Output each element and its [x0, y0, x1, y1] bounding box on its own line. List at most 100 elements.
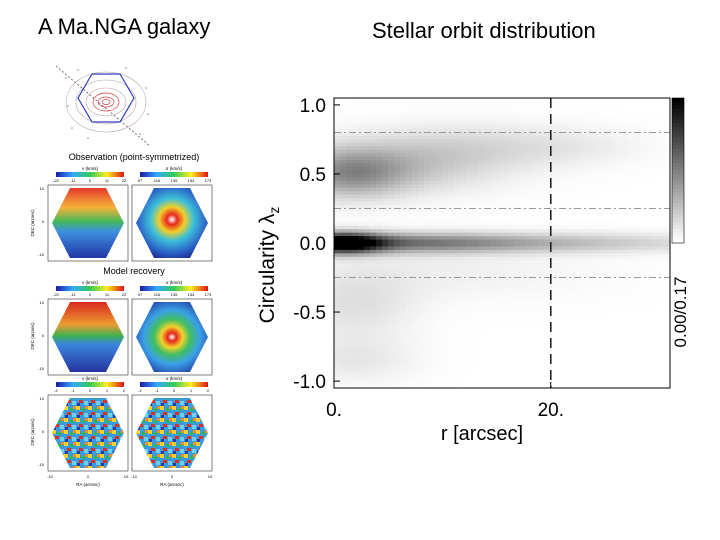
heatmap-cell: [364, 350, 371, 355]
heatmap-cell: [358, 249, 365, 254]
heatmap-cell: [520, 343, 527, 348]
heatmap-cell: [376, 108, 383, 113]
heatmap-cell: [388, 256, 395, 261]
heatmap-cell: [622, 363, 629, 368]
heatmap-cell: [622, 184, 629, 189]
heatmap-cell: [334, 239, 341, 244]
heatmap-cell: [526, 246, 533, 251]
heatmap-cell: [508, 284, 515, 289]
heatmap-cell: [520, 153, 527, 158]
heatmap-cell: [424, 256, 431, 261]
heatmap-cell: [664, 267, 671, 272]
heatmap-cell: [406, 222, 413, 227]
heatmap-cell: [538, 135, 545, 141]
heatmap-cell: [568, 381, 575, 386]
heatmap-cell: [358, 336, 365, 341]
heatmap-cell: [460, 277, 467, 282]
heatmap-cell: [370, 301, 377, 306]
heatmap-cell: [616, 236, 623, 241]
heatmap-cell: [622, 108, 629, 113]
colorbar-step: [672, 112, 684, 117]
heatmap-cell: [466, 270, 473, 275]
heatmap-cell: [466, 142, 473, 147]
heatmap-cell: [580, 170, 587, 175]
heatmap-cell: [400, 215, 407, 220]
heatmap-cell: [502, 322, 509, 327]
heatmap-cell: [502, 135, 509, 141]
heatmap-cell: [508, 277, 515, 282]
heatmap-cell: [496, 336, 503, 341]
heatmap-cell: [430, 381, 437, 386]
svg-text:-10: -10: [47, 474, 54, 479]
heatmap-cell: [358, 267, 365, 272]
heatmap-cell: [442, 132, 449, 137]
heatmap-cell: [526, 153, 533, 158]
heatmap-cell: [412, 229, 419, 234]
heatmap-cell: [424, 284, 431, 289]
heatmap-cell: [526, 384, 533, 389]
heatmap-cell: [382, 104, 389, 109]
heatmap-cell: [622, 291, 629, 296]
heatmap-cell: [490, 222, 497, 227]
heatmap-cell: [340, 336, 347, 341]
heatmap-cell: [628, 139, 635, 144]
heatmap-cell: [616, 191, 623, 196]
heatmap-cell: [388, 301, 395, 306]
heatmap-cell: [394, 280, 401, 286]
heatmap-cell: [430, 222, 437, 227]
heatmap-cell: [538, 377, 545, 382]
heatmap-cell: [544, 115, 551, 120]
heatmap-cell: [532, 274, 539, 279]
heatmap-cell: [520, 249, 527, 254]
heatmap-cell: [412, 301, 419, 306]
heatmap-cell: [340, 332, 347, 337]
heatmap-cell: [424, 298, 431, 303]
heatmap-cell: [556, 336, 563, 341]
heatmap-cell: [412, 139, 419, 144]
heatmap-cell: [586, 215, 593, 220]
heatmap-cell: [580, 125, 587, 130]
heatmap-cell: [640, 229, 647, 234]
heatmap-cell: [610, 142, 617, 147]
heatmap-cell: [568, 356, 575, 361]
heatmap-cell: [334, 343, 341, 348]
heatmap-cell: [580, 298, 587, 303]
heatmap-cell: [502, 291, 509, 296]
heatmap-cell: [346, 211, 353, 216]
heatmap-cell: [568, 350, 575, 355]
heatmap-cell: [550, 170, 557, 175]
heatmap-cell: [448, 156, 455, 161]
heatmap-cell: [538, 356, 545, 361]
heatmap-cell: [532, 104, 539, 109]
heatmap-cell: [520, 108, 527, 113]
heatmap-cell: [586, 205, 593, 210]
heatmap-cell: [622, 180, 629, 185]
heatmap-cell: [598, 118, 605, 123]
heatmap-cell: [622, 239, 629, 244]
heatmap-cell: [346, 194, 353, 199]
heatmap-cell: [544, 374, 551, 379]
heatmap-cell: [430, 363, 437, 368]
heatmap-cell: [640, 350, 647, 355]
heatmap-cell: [514, 135, 521, 141]
heatmap-cell: [604, 111, 611, 116]
heatmap-cell: [634, 381, 641, 386]
heatmap-cell: [502, 381, 509, 386]
heatmap-cell: [412, 205, 419, 210]
heatmap-cell: [394, 229, 401, 234]
heatmap-cell: [658, 249, 665, 254]
heatmap-cell: [490, 205, 497, 210]
heatmap-cell: [412, 236, 419, 241]
heatmap-cell: [568, 284, 575, 289]
heatmap-cell: [646, 305, 653, 310]
heatmap-cell: [628, 267, 635, 272]
heatmap-cell: [406, 184, 413, 189]
heatmap-cell: [532, 315, 539, 320]
heatmap-cell: [460, 180, 467, 185]
heatmap-cell: [574, 367, 581, 372]
heatmap-cell: [622, 370, 629, 375]
heatmap-cell: [628, 263, 635, 268]
heatmap-cell: [412, 156, 419, 161]
heatmap-cell: [430, 211, 437, 216]
heatmap-cell: [574, 98, 581, 103]
